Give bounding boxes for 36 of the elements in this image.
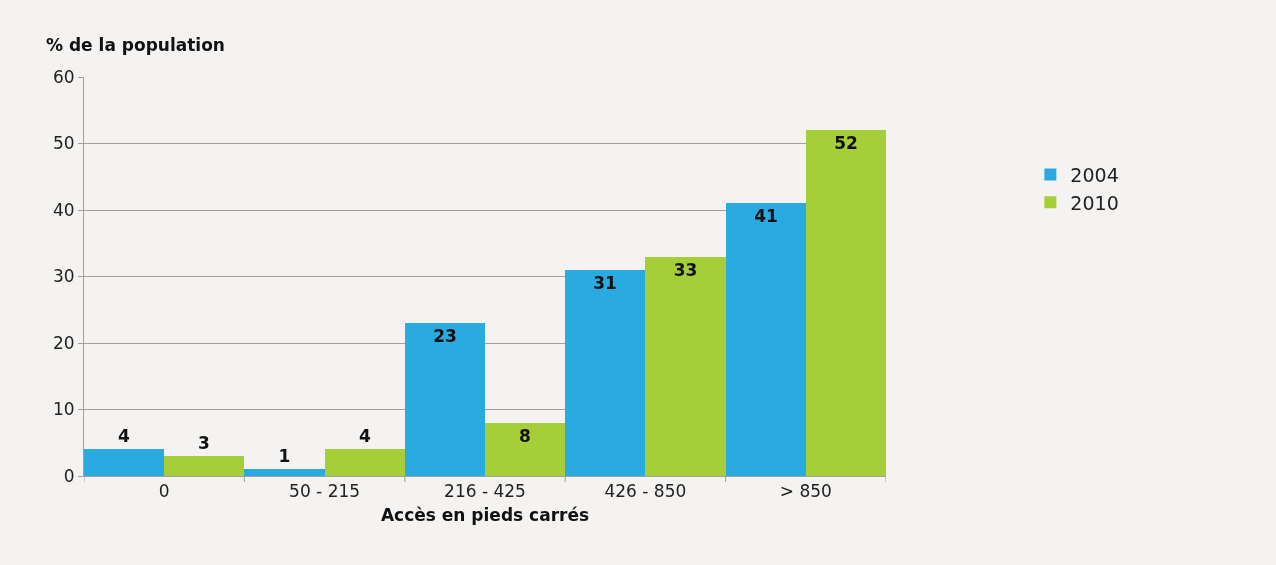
bar <box>806 130 886 476</box>
x-tick-label: 426 - 850 <box>604 481 687 502</box>
x-tick-label: > 850 <box>779 481 832 502</box>
data-label: 41 <box>754 206 778 226</box>
y-tick-label: 20 <box>52 332 75 353</box>
data-label: 1 <box>278 446 291 466</box>
x-axis-title: Accès en pieds carrés <box>380 504 590 525</box>
bar <box>726 203 806 476</box>
bar <box>164 456 244 476</box>
x-tick-label: 50 - 215 <box>289 481 361 502</box>
y-tick-label: 0 <box>63 465 75 486</box>
data-label: 31 <box>593 273 617 293</box>
y-tick-label: 40 <box>52 199 75 220</box>
data-label: 33 <box>673 260 698 280</box>
y-tick-label: 50 <box>52 133 75 154</box>
data-label: 23 <box>433 326 457 346</box>
data-label: 4 <box>359 426 371 446</box>
bar <box>244 469 325 476</box>
y-tick-label: 60 <box>52 66 75 87</box>
data-label: 4 <box>118 426 130 446</box>
data-label: 8 <box>519 426 531 446</box>
data-label: 52 <box>834 133 858 153</box>
bar <box>405 323 485 476</box>
x-tick-label: 0 <box>158 481 170 502</box>
data-label: 3 <box>198 433 210 453</box>
bar <box>325 449 405 476</box>
y-tick-label: 30 <box>52 266 75 287</box>
legend-label: 2010 <box>1070 191 1119 214</box>
y-axis-title: % de la population <box>46 35 225 55</box>
legend-label: 2004 <box>1070 163 1119 186</box>
x-tick-label: 216 - 425 <box>444 481 526 502</box>
bar <box>565 270 645 476</box>
bar <box>485 423 565 476</box>
bar <box>645 257 726 476</box>
y-tick-label: 10 <box>52 399 75 420</box>
bar <box>84 449 164 476</box>
